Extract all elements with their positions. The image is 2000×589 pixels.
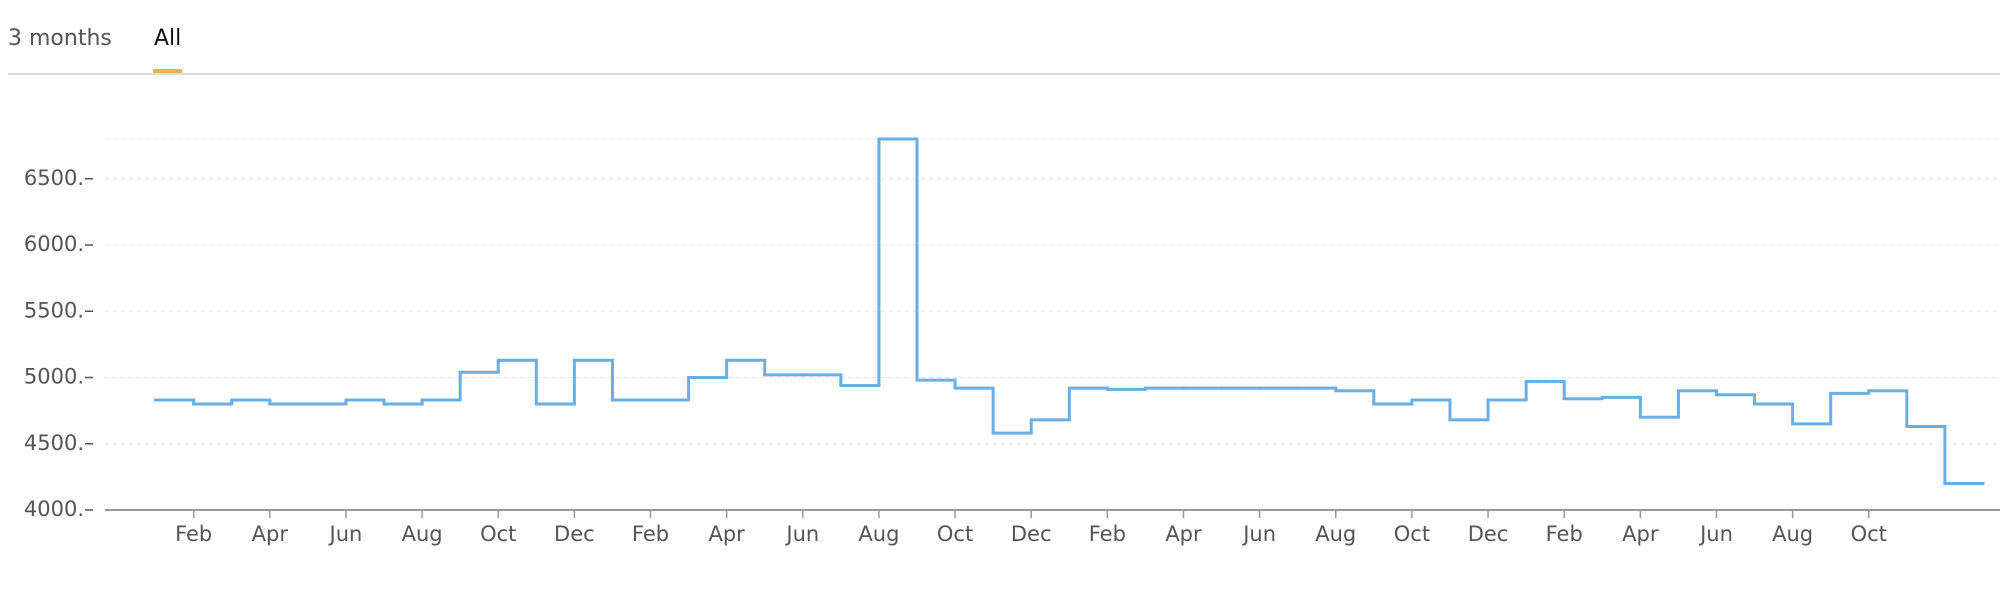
tab-bar: 3 months All bbox=[8, 26, 2000, 75]
x-tick-label: Oct bbox=[1851, 522, 1887, 546]
x-tick-label: Feb bbox=[632, 522, 669, 546]
x-tick-label: Feb bbox=[1089, 522, 1126, 546]
x-tick-label: Aug bbox=[858, 522, 899, 546]
y-tick-label: 5500. bbox=[24, 298, 84, 322]
x-tick-label: Apr bbox=[708, 522, 745, 546]
x-tick-label: Jun bbox=[784, 522, 819, 546]
x-tick-label: Aug bbox=[402, 522, 443, 546]
y-tick-label: 6000. bbox=[24, 232, 84, 256]
x-tick-label: Jun bbox=[1241, 522, 1276, 546]
x-tick-label: Jun bbox=[328, 522, 363, 546]
y-tick-label: 6500. bbox=[24, 166, 84, 190]
y-tick-label: 4500. bbox=[24, 431, 84, 455]
y-tick-label: 5000. bbox=[24, 365, 84, 389]
x-tick-label: Feb bbox=[1546, 522, 1583, 546]
x-tick-label: Oct bbox=[480, 522, 516, 546]
x-tick-label: Dec bbox=[1468, 522, 1509, 546]
x-tick-label: Aug bbox=[1772, 522, 1813, 546]
x-tick-label: Dec bbox=[1011, 522, 1052, 546]
x-tick-label: Jun bbox=[1698, 522, 1733, 546]
x-tick-label: Oct bbox=[1394, 522, 1430, 546]
x-tick-label: Apr bbox=[252, 522, 289, 546]
x-tick-label: Apr bbox=[1165, 522, 1202, 546]
active-tab-indicator bbox=[153, 69, 182, 74]
x-tick-label: Feb bbox=[175, 522, 212, 546]
tab[interactable]: All bbox=[154, 26, 181, 51]
x-tick-label: Apr bbox=[1622, 522, 1659, 546]
tab[interactable]: 3 months bbox=[8, 26, 112, 51]
x-tick-label: Dec bbox=[554, 522, 595, 546]
x-tick-label: Aug bbox=[1315, 522, 1356, 546]
x-tick-label: Oct bbox=[937, 522, 973, 546]
y-tick-label: 4000. bbox=[24, 497, 84, 521]
